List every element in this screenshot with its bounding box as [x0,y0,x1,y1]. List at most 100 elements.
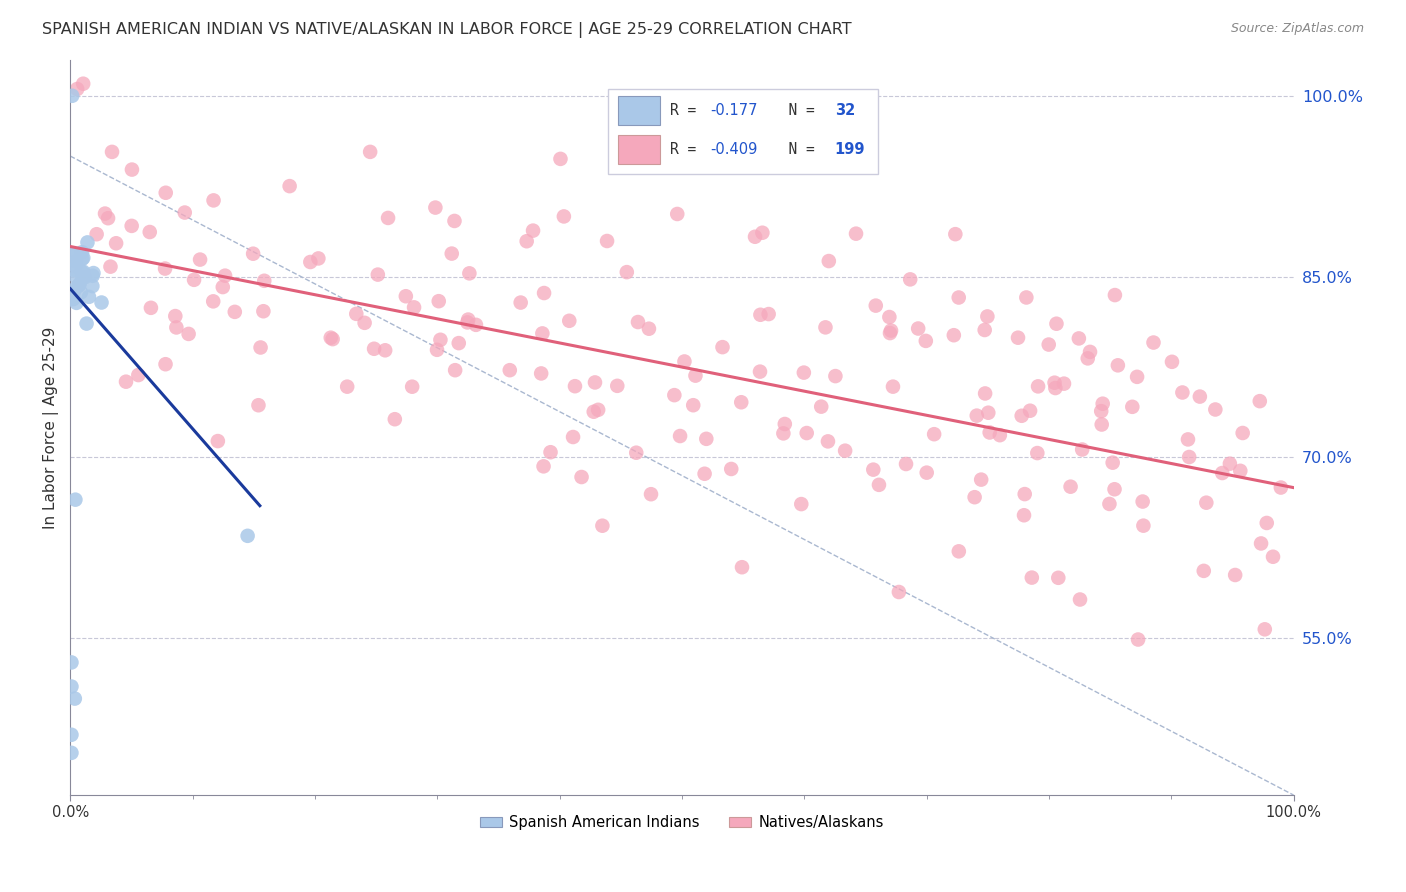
Point [82,279,104,293]
Point [1038,337,1060,351]
Point [70,252,93,266]
Point [1101,456,1123,470]
Point [562,430,585,444]
Point [1142,335,1164,350]
Point [731,560,754,574]
Point [977,406,1000,420]
Point [1021,571,1043,585]
Point [1091,397,1114,411]
Point [1161,355,1184,369]
Point [1069,592,1091,607]
Point [834,443,856,458]
Point [865,299,887,313]
Point [94,206,117,220]
Point [749,365,772,379]
Point [70,270,93,285]
Point [429,333,451,347]
Point [211,280,233,294]
Point [247,398,270,412]
Point [1270,481,1292,495]
Point [1104,482,1126,496]
Point [720,462,742,476]
Point [1223,568,1246,582]
Point [66,280,89,294]
Point [70,265,93,279]
Point [183,273,205,287]
Point [1014,487,1036,501]
Point [772,426,794,441]
Point [915,466,938,480]
Point [879,326,901,340]
Point [115,375,138,389]
Point [882,379,904,393]
Point [533,459,555,474]
Point [202,294,225,309]
Point [751,226,773,240]
Point [70,245,93,260]
Point [564,379,586,393]
Point [862,463,884,477]
Point [682,398,704,412]
FancyBboxPatch shape [619,96,659,125]
Point [664,388,686,402]
Point [60,746,83,760]
Point [1015,290,1038,304]
Text: -0.409: -0.409 [710,142,758,157]
Point [447,336,470,351]
Point [367,268,389,282]
Point [942,328,965,343]
Point [62,248,84,262]
Point [121,219,143,233]
Point [242,246,264,260]
Point [1261,549,1284,564]
Point [571,470,593,484]
Point [970,473,993,487]
Point [105,236,128,251]
Point [1188,390,1211,404]
Point [139,301,162,315]
Point [121,162,143,177]
Point [426,343,449,357]
Point [60,88,83,103]
Point [1126,369,1149,384]
Point [943,227,966,242]
Text: N =: N = [770,103,824,118]
Point [82,266,104,280]
Point [72,251,94,265]
Point [1059,480,1081,494]
Point [440,246,463,260]
Point [86,227,108,242]
Text: SPANISH AMERICAN INDIAN VS NATIVE/ALASKAN IN LABOR FORCE | AGE 25-29 CORRELATION: SPANISH AMERICAN INDIAN VS NATIVE/ALASKA… [42,22,852,38]
Point [499,363,522,377]
Point [516,234,538,248]
Point [814,320,837,334]
Point [188,252,211,267]
Point [626,446,648,460]
Point [673,354,696,368]
Point [531,326,554,341]
Point [1019,403,1042,417]
Point [685,368,707,383]
Point [165,320,187,334]
Point [67,278,90,293]
Point [907,321,929,335]
Point [363,342,385,356]
Point [1090,404,1112,418]
Point [249,341,271,355]
Point [509,295,531,310]
Point [72,265,94,279]
Point [1171,385,1194,400]
Point [793,366,815,380]
Point [155,357,177,371]
Point [65,492,87,507]
Point [395,289,418,303]
Point [638,322,661,336]
Point [384,412,406,426]
Point [253,274,276,288]
Point [868,478,890,492]
Point [1178,450,1201,464]
Point [640,487,662,501]
Point [974,386,997,401]
Text: Source: ZipAtlas.com: Source: ZipAtlas.com [1230,22,1364,36]
Point [1045,381,1067,395]
